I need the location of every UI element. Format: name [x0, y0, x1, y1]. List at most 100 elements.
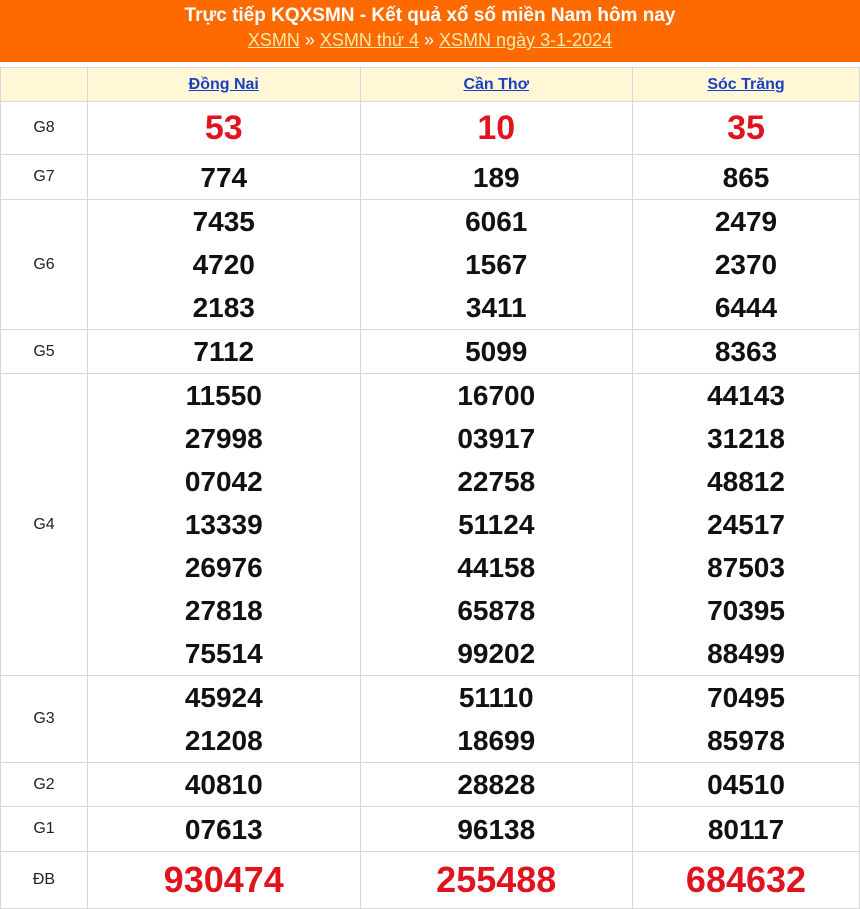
- breadcrumb-xsmn[interactable]: XSMN: [247, 30, 300, 50]
- result-cell: 28828: [359, 762, 633, 807]
- result-number: 75514: [184, 638, 263, 669]
- table-row: G8 53 10 35: [0, 101, 860, 155]
- result-number: 5099: [465, 336, 528, 367]
- province-link[interactable]: Cần Thơ: [463, 75, 530, 93]
- result-number: 16700: [457, 380, 536, 411]
- result-number: 189: [472, 161, 520, 193]
- result-number: 96138: [457, 813, 536, 845]
- result-cell: 04510: [632, 762, 860, 807]
- result-cell: 80117: [632, 806, 860, 852]
- result-number: 6444: [714, 292, 778, 323]
- breadcrumb-xsmn-thu-4[interactable]: XSMN thứ 4: [319, 30, 419, 50]
- page-header: Trực tiếp KQXSMN - Kết quả xổ số miền Na…: [0, 0, 860, 62]
- result-number: 7112: [193, 336, 255, 367]
- prize-label: ĐB: [0, 851, 88, 909]
- result-cell: 5099: [359, 329, 633, 374]
- table-header-row: Đồng Nai Cần Thơ Sóc Trăng: [0, 67, 860, 102]
- table-row: G3 45924 21208 51110 18699 70495 85978: [0, 675, 860, 763]
- result-cell: 8363: [632, 329, 860, 374]
- table-row: G7 774 189 865: [0, 154, 860, 200]
- result-number: 85978: [707, 725, 785, 756]
- table-row: G2 40810 28828 04510: [0, 762, 860, 807]
- result-number: 2370: [714, 249, 778, 280]
- result-number: 6061: [465, 206, 528, 237]
- result-cell: 35: [632, 101, 860, 155]
- result-number: 27998: [184, 423, 263, 454]
- result-number: 11550: [185, 380, 262, 411]
- header-empty: [0, 67, 88, 102]
- prize-label: G2: [0, 762, 88, 807]
- result-cell: 774: [87, 154, 361, 200]
- result-number: 07613: [184, 813, 263, 845]
- results-table: Đồng Nai Cần Thơ Sóc Trăng G8 53 10 35 G7 774…: [0, 67, 860, 909]
- breadcrumb-separator: »: [304, 30, 315, 50]
- result-cell: 16700 03917 22758 51124 44158 65878 99202: [359, 373, 633, 676]
- result-number: 35: [727, 109, 765, 147]
- result-number: 3411: [465, 292, 527, 323]
- table-row: G5 7112 5099 8363: [0, 329, 860, 374]
- breadcrumb-xsmn-date[interactable]: XSMN ngày 3-1-2024: [439, 30, 613, 50]
- result-number: 684632: [685, 859, 807, 900]
- result-number: 10: [477, 109, 516, 147]
- result-number: 45924: [184, 682, 263, 713]
- page-title: Trực tiếp KQXSMN - Kết quả xổ số miền Na…: [184, 5, 676, 26]
- table-row: G1 07613 96138 80117: [0, 806, 860, 852]
- result-number: 70495: [707, 682, 785, 713]
- result-number: 255488: [436, 859, 557, 900]
- result-cell: 684632: [632, 851, 860, 909]
- prize-label: G7: [0, 154, 88, 200]
- breadcrumb-separator: »: [424, 30, 435, 50]
- province-link[interactable]: Sóc Trăng: [707, 75, 785, 93]
- result-number: 44158: [457, 552, 536, 583]
- result-number: 18699: [457, 725, 536, 756]
- table-row: G4 11550 27998 07042 13339 26976 27818 75514 167…: [0, 373, 860, 676]
- result-number: 80117: [707, 813, 785, 845]
- result-number: 2183: [192, 292, 255, 323]
- header-province: Đồng Nai: [87, 67, 361, 102]
- result-number: 7435: [192, 206, 255, 237]
- result-number: 4720: [192, 249, 255, 280]
- prize-label: G4: [0, 373, 88, 676]
- result-number: 865: [722, 161, 770, 193]
- result-cell: 44143 31218 48812 24517 87503 70395 88499: [632, 373, 860, 676]
- result-number: 2479: [714, 206, 778, 237]
- result-number: 51110: [458, 682, 534, 713]
- result-cell: 189: [359, 154, 633, 200]
- result-cell: 53: [87, 101, 361, 155]
- result-cell: 255488: [359, 851, 633, 909]
- result-number: 51124: [458, 509, 535, 540]
- result-number: 70395: [707, 595, 785, 626]
- header-province: Sóc Trăng: [632, 67, 860, 102]
- result-number: 40810: [184, 769, 263, 800]
- result-cell: 11550 27998 07042 13339 26976 27818 75514: [87, 373, 361, 676]
- result-number: 48812: [707, 466, 785, 497]
- table-row: G6 7435 4720 2183 6061 1567 3411 2479 2370 6444: [0, 199, 860, 330]
- result-number: 24517: [707, 509, 785, 540]
- result-cell: 6061 1567 3411: [359, 199, 633, 330]
- result-cell: 96138: [359, 806, 633, 852]
- result-number: 26976: [184, 552, 263, 583]
- result-number: 28828: [457, 769, 536, 800]
- breadcrumb: XSMN » XSMN thứ 4 » XSMN ngày 3-1-2024: [0, 28, 860, 52]
- result-number: 22758: [457, 466, 536, 497]
- result-cell: 51110 18699: [359, 675, 633, 763]
- prize-label: G6: [0, 199, 88, 330]
- result-number: 87503: [707, 552, 785, 583]
- prize-label: G1: [0, 806, 88, 852]
- result-number: 774: [200, 161, 248, 193]
- result-number: 53: [204, 109, 243, 147]
- result-number: 88499: [707, 638, 785, 669]
- result-cell: 7112: [87, 329, 361, 374]
- result-number: 03917: [457, 423, 536, 454]
- table-row: ĐB 930474 255488 684632: [0, 851, 860, 909]
- result-cell: 865: [632, 154, 860, 200]
- result-cell: 70495 85978: [632, 675, 860, 763]
- result-number: 21208: [184, 725, 263, 756]
- result-number: 13339: [184, 509, 263, 540]
- prize-label: G3: [0, 675, 88, 763]
- result-number: 99202: [457, 638, 536, 669]
- province-link[interactable]: Đồng Nai: [188, 75, 259, 93]
- result-cell: 930474: [87, 851, 361, 909]
- result-number: 65878: [457, 595, 536, 626]
- result-cell: 07613: [87, 806, 361, 852]
